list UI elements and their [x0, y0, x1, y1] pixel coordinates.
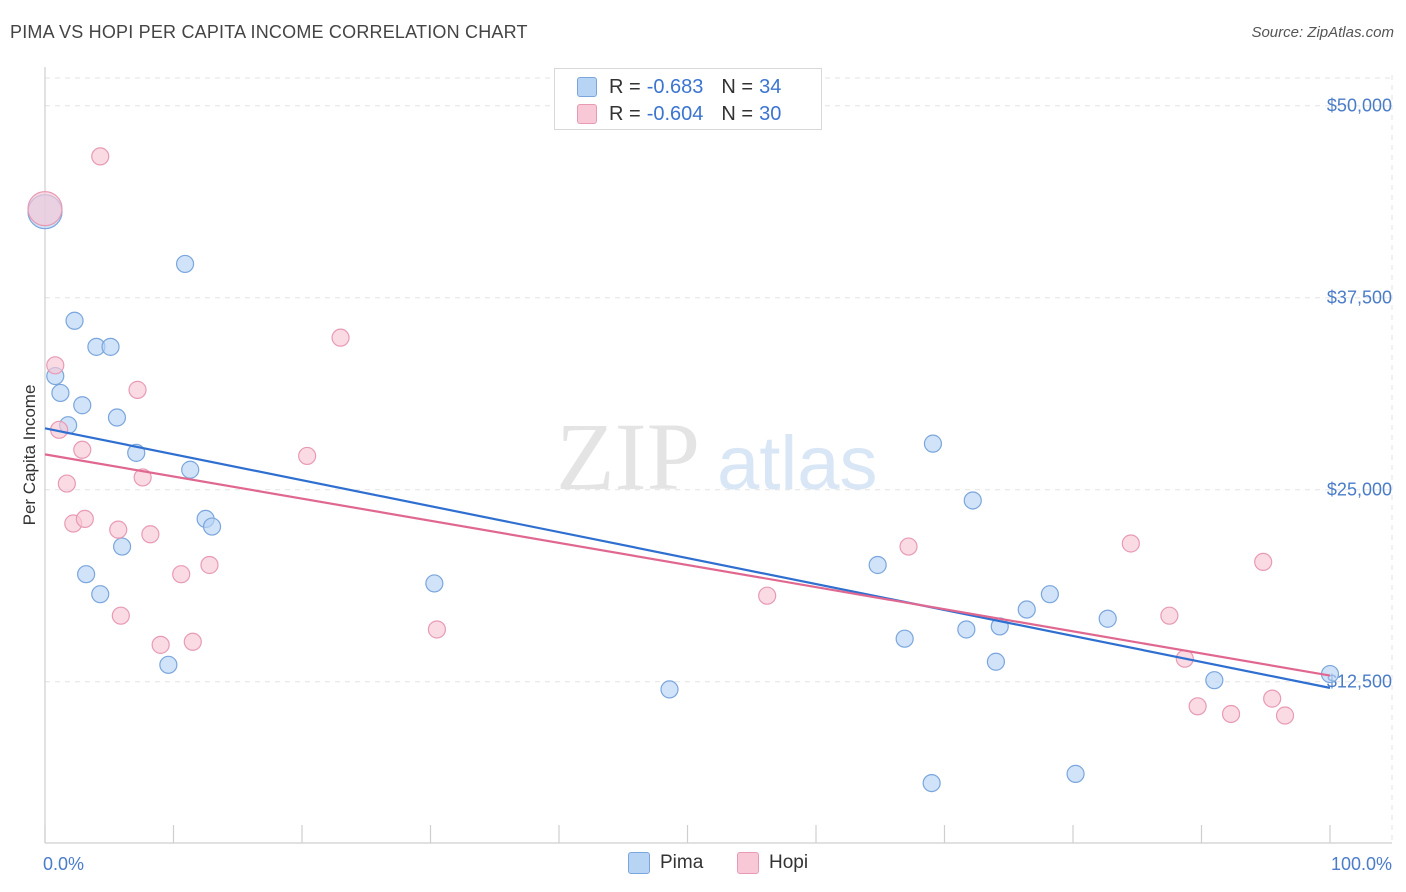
series-legend: Pima Hopi	[0, 852, 1406, 878]
hopi-point	[899, 537, 918, 556]
pima-point	[51, 383, 70, 403]
pima-swatch	[628, 852, 650, 874]
pima-point	[91, 585, 110, 604]
r-value: -0.604	[646, 102, 704, 125]
hopi-point	[183, 632, 202, 651]
pima-point	[957, 620, 976, 639]
source-label: Source: ZipAtlas.com	[1251, 24, 1394, 41]
pima-point	[923, 434, 943, 453]
legend-label-pima: Pima	[660, 852, 704, 873]
r-label: R =	[609, 102, 641, 125]
hopi-point	[109, 520, 128, 539]
hopi-point	[1160, 606, 1179, 625]
hopi-swatch	[577, 104, 597, 124]
y-tick-label: $12,500	[1327, 672, 1392, 692]
trend-lines	[44, 427, 1331, 689]
pima-point	[65, 311, 84, 330]
n-label: N =	[721, 102, 754, 125]
hopi-point	[1254, 552, 1273, 572]
pima-point	[101, 337, 120, 356]
hopi-point	[1263, 689, 1282, 708]
pima-point	[963, 491, 982, 510]
hopi-point	[91, 147, 110, 166]
hopi-point	[1121, 534, 1140, 553]
watermark: ZIP atlas	[556, 403, 878, 510]
n-label: N =	[721, 75, 754, 98]
pima-point	[922, 773, 941, 793]
pima-point	[77, 565, 96, 584]
pima-swatch	[577, 77, 597, 97]
legend-item-pima[interactable]: Pima	[628, 852, 703, 874]
hopi-point	[151, 635, 170, 654]
pima-point	[986, 652, 1006, 671]
hopi-point	[200, 555, 219, 575]
pima-point	[202, 517, 222, 536]
hopi-points	[27, 147, 1295, 725]
pima-point	[1205, 671, 1224, 690]
hopi-point	[111, 606, 130, 625]
y-tick-labels: $12,500 $25,000 $37,500 $50,000	[1327, 96, 1392, 692]
y-tick-label: $25,000	[1327, 480, 1392, 500]
y-axis-label: Per Capita Income	[20, 385, 39, 526]
pima-point	[895, 629, 914, 648]
hopi-trend-line	[44, 453, 1331, 677]
hopi-point	[1275, 706, 1295, 725]
pima-point	[1040, 585, 1059, 604]
hopi-point	[1221, 704, 1241, 724]
pima-point	[107, 408, 127, 427]
hopi-point	[427, 620, 447, 639]
hopi-point	[141, 525, 160, 544]
hopi-point	[298, 446, 317, 466]
hopi-point	[128, 380, 147, 399]
legend-row-hopi: R = -0.604 N = 30	[577, 101, 781, 127]
pima-point	[660, 680, 679, 699]
legend-item-hopi[interactable]: Hopi	[737, 852, 808, 874]
n-value: 30	[759, 102, 782, 125]
hopi-point	[331, 328, 350, 347]
hopi-point	[73, 440, 92, 459]
legend-label-hopi: Hopi	[769, 852, 809, 873]
grid-lines	[45, 75, 1393, 843]
pima-point	[868, 555, 887, 575]
legend-row-pima: R = -0.683 N = 34	[577, 74, 781, 100]
n-value: 34	[759, 75, 782, 98]
r-value: -0.683	[646, 75, 704, 98]
pima-points	[27, 194, 1340, 793]
pima-point	[181, 460, 200, 479]
hopi-point	[46, 356, 65, 375]
pima-point	[112, 537, 132, 556]
x-tick-labels: 0.0% 100.0%	[43, 854, 1392, 874]
hopi-point	[75, 509, 94, 529]
x-tick-label: 0.0%	[43, 854, 84, 874]
pima-point	[73, 396, 92, 415]
hopi-point	[57, 474, 76, 493]
hopi-point	[133, 468, 152, 487]
pima-point	[175, 254, 195, 274]
y-tick-label: $50,000	[1327, 96, 1392, 116]
watermark-zip: ZIP	[556, 403, 700, 510]
hopi-swatch	[737, 852, 759, 874]
pima-point	[159, 655, 178, 674]
chart-title: PIMA VS HOPI PER CAPITA INCOME CORRELATI…	[10, 22, 528, 42]
hopi-point	[758, 586, 777, 605]
correlation-legend: R = -0.683 N = 34 R = -0.604 N = 30	[554, 68, 822, 130]
y-tick-label: $37,500	[1327, 288, 1392, 308]
hopi-point	[172, 565, 191, 584]
pima-point	[1066, 764, 1085, 783]
hopi-point	[27, 191, 63, 227]
watermark-atlas: atlas	[717, 421, 878, 506]
r-label: R =	[609, 75, 641, 98]
x-tick-label: 100.0%	[1331, 854, 1392, 874]
pima-trend-line	[44, 427, 1331, 689]
hopi-point	[1188, 697, 1207, 716]
pima-point	[1098, 609, 1117, 628]
pima-point	[425, 574, 444, 593]
pima-point	[1017, 600, 1036, 619]
